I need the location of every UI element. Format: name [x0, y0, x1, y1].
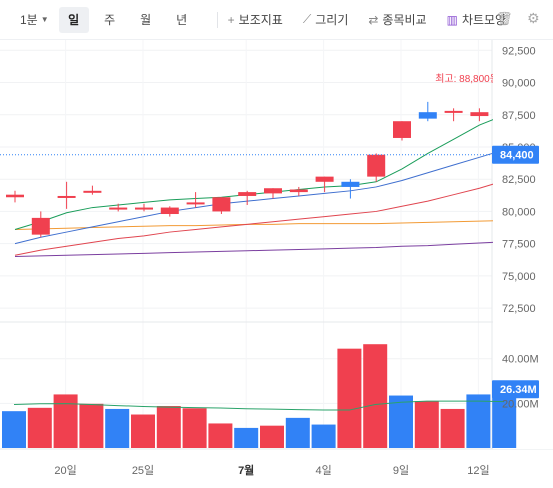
candle-body	[264, 188, 282, 194]
stock-chart[interactable]: 최고: 88,800원 (-4.9%)92,50090,00087,50085,…	[0, 40, 553, 488]
trash-icon[interactable]: 🗑	[496, 11, 513, 26]
volume-bar	[27, 407, 52, 448]
indicator-button[interactable]: + 보조지표	[228, 11, 283, 28]
volume-bar	[131, 414, 155, 448]
x-tick-label: 20일	[54, 463, 76, 477]
price-tick-label: 77,500	[502, 239, 536, 251]
interval-label: 1분	[20, 13, 38, 27]
chart-shape-icon: ▥	[446, 12, 458, 27]
chart-shape-label: 차트모양	[461, 13, 507, 27]
candle-body	[83, 190, 102, 193]
compare-label: 종목비교	[382, 13, 427, 27]
x-tick-label: 7월	[238, 463, 254, 477]
volume-tick-label: 20.00M	[502, 398, 539, 410]
chevron-down-icon: ▼	[40, 15, 49, 24]
volume-bar	[311, 424, 336, 448]
price-tick-label: 92,500	[502, 45, 536, 57]
volume-bar	[53, 394, 78, 448]
volume-bar	[2, 411, 26, 448]
candle-body	[160, 207, 179, 215]
candle-body	[367, 154, 386, 177]
candle-body	[109, 207, 128, 210]
candle-body	[186, 202, 205, 205]
x-tick-label: 12일	[467, 463, 489, 477]
price-tick-label: 90,000	[502, 78, 536, 90]
current-volume-label: 26.34M	[500, 384, 537, 396]
candle-body	[6, 194, 24, 198]
ma5-line	[14, 114, 532, 230]
candle-body	[393, 121, 411, 138]
chart-shape-button[interactable]: ▥ 차트모양	[447, 11, 507, 28]
price-tick-label: 72,500	[502, 303, 536, 315]
toolbar-divider	[216, 11, 218, 28]
candle-body	[315, 176, 334, 182]
compare-button[interactable]: ⇄ 종목비교	[368, 11, 426, 28]
volume-bar	[466, 394, 491, 448]
candle-body	[418, 112, 437, 119]
price-tick-label: 75,000	[502, 271, 536, 283]
volume-bar	[105, 408, 130, 448]
candle-body	[57, 195, 76, 198]
price-tick-label: 87,500	[502, 110, 536, 122]
ma60-line	[14, 174, 532, 256]
volume-bar	[182, 408, 207, 448]
draw-button[interactable]: ⟋ 그리기	[303, 11, 349, 28]
tab-week[interactable]: 주	[104, 13, 116, 27]
current-price-badge	[492, 145, 539, 164]
volume-bar	[440, 408, 465, 448]
volume-bar	[79, 403, 104, 448]
candle-body	[444, 110, 463, 113]
volume-bar	[492, 389, 517, 448]
price-tick-label: 80,000	[502, 206, 536, 218]
volume-bar	[260, 425, 284, 448]
x-tick-label: 9일	[393, 463, 409, 477]
candle-body	[238, 192, 257, 196]
volume-bar	[363, 344, 388, 448]
candle-body	[135, 207, 153, 210]
plus-icon: +	[227, 12, 235, 27]
candle-body	[212, 197, 231, 212]
current-price-label: 84,400	[500, 150, 534, 162]
volume-bar	[234, 427, 259, 448]
x-tick-label: 25일	[132, 463, 154, 477]
x-tick-label: 4일	[315, 463, 331, 477]
tab-day[interactable]: 일	[58, 6, 89, 33]
volume-bar	[285, 417, 310, 448]
chart-toolbar: 1분 ▼ 일 주 월 년 + 보조지표 ⟋ 그리기 ⇄ 종목비교 ▥ 차트모양 …	[0, 0, 553, 40]
current-volume-badge	[492, 380, 539, 399]
volume-bar	[337, 348, 362, 448]
volume-bar	[156, 406, 181, 448]
indicator-label: 보조지표	[238, 13, 283, 27]
volume-tick-label: 40.00M	[502, 354, 539, 366]
compare-icon: ⇄	[368, 12, 379, 27]
volume-bar	[414, 401, 439, 448]
interval-dropdown[interactable]: 1분 ▼	[20, 11, 49, 28]
price-tick-label: 82,500	[502, 174, 536, 186]
gear-icon[interactable]: ⚙	[527, 10, 540, 26]
tab-year[interactable]: 년	[176, 13, 188, 27]
volume-bar	[389, 395, 413, 448]
volume-bar	[208, 423, 233, 448]
volume-ma-line	[13, 400, 505, 411]
tab-month[interactable]: 월	[140, 13, 152, 27]
pencil-icon: ⟋	[302, 12, 312, 26]
candle-body	[470, 112, 489, 117]
candle-body	[289, 189, 308, 193]
candle-body	[341, 181, 360, 187]
draw-label: 그리기	[315, 13, 349, 27]
ma120-line	[14, 219, 532, 230]
candle-body	[31, 217, 50, 235]
ma240-line	[14, 240, 532, 258]
